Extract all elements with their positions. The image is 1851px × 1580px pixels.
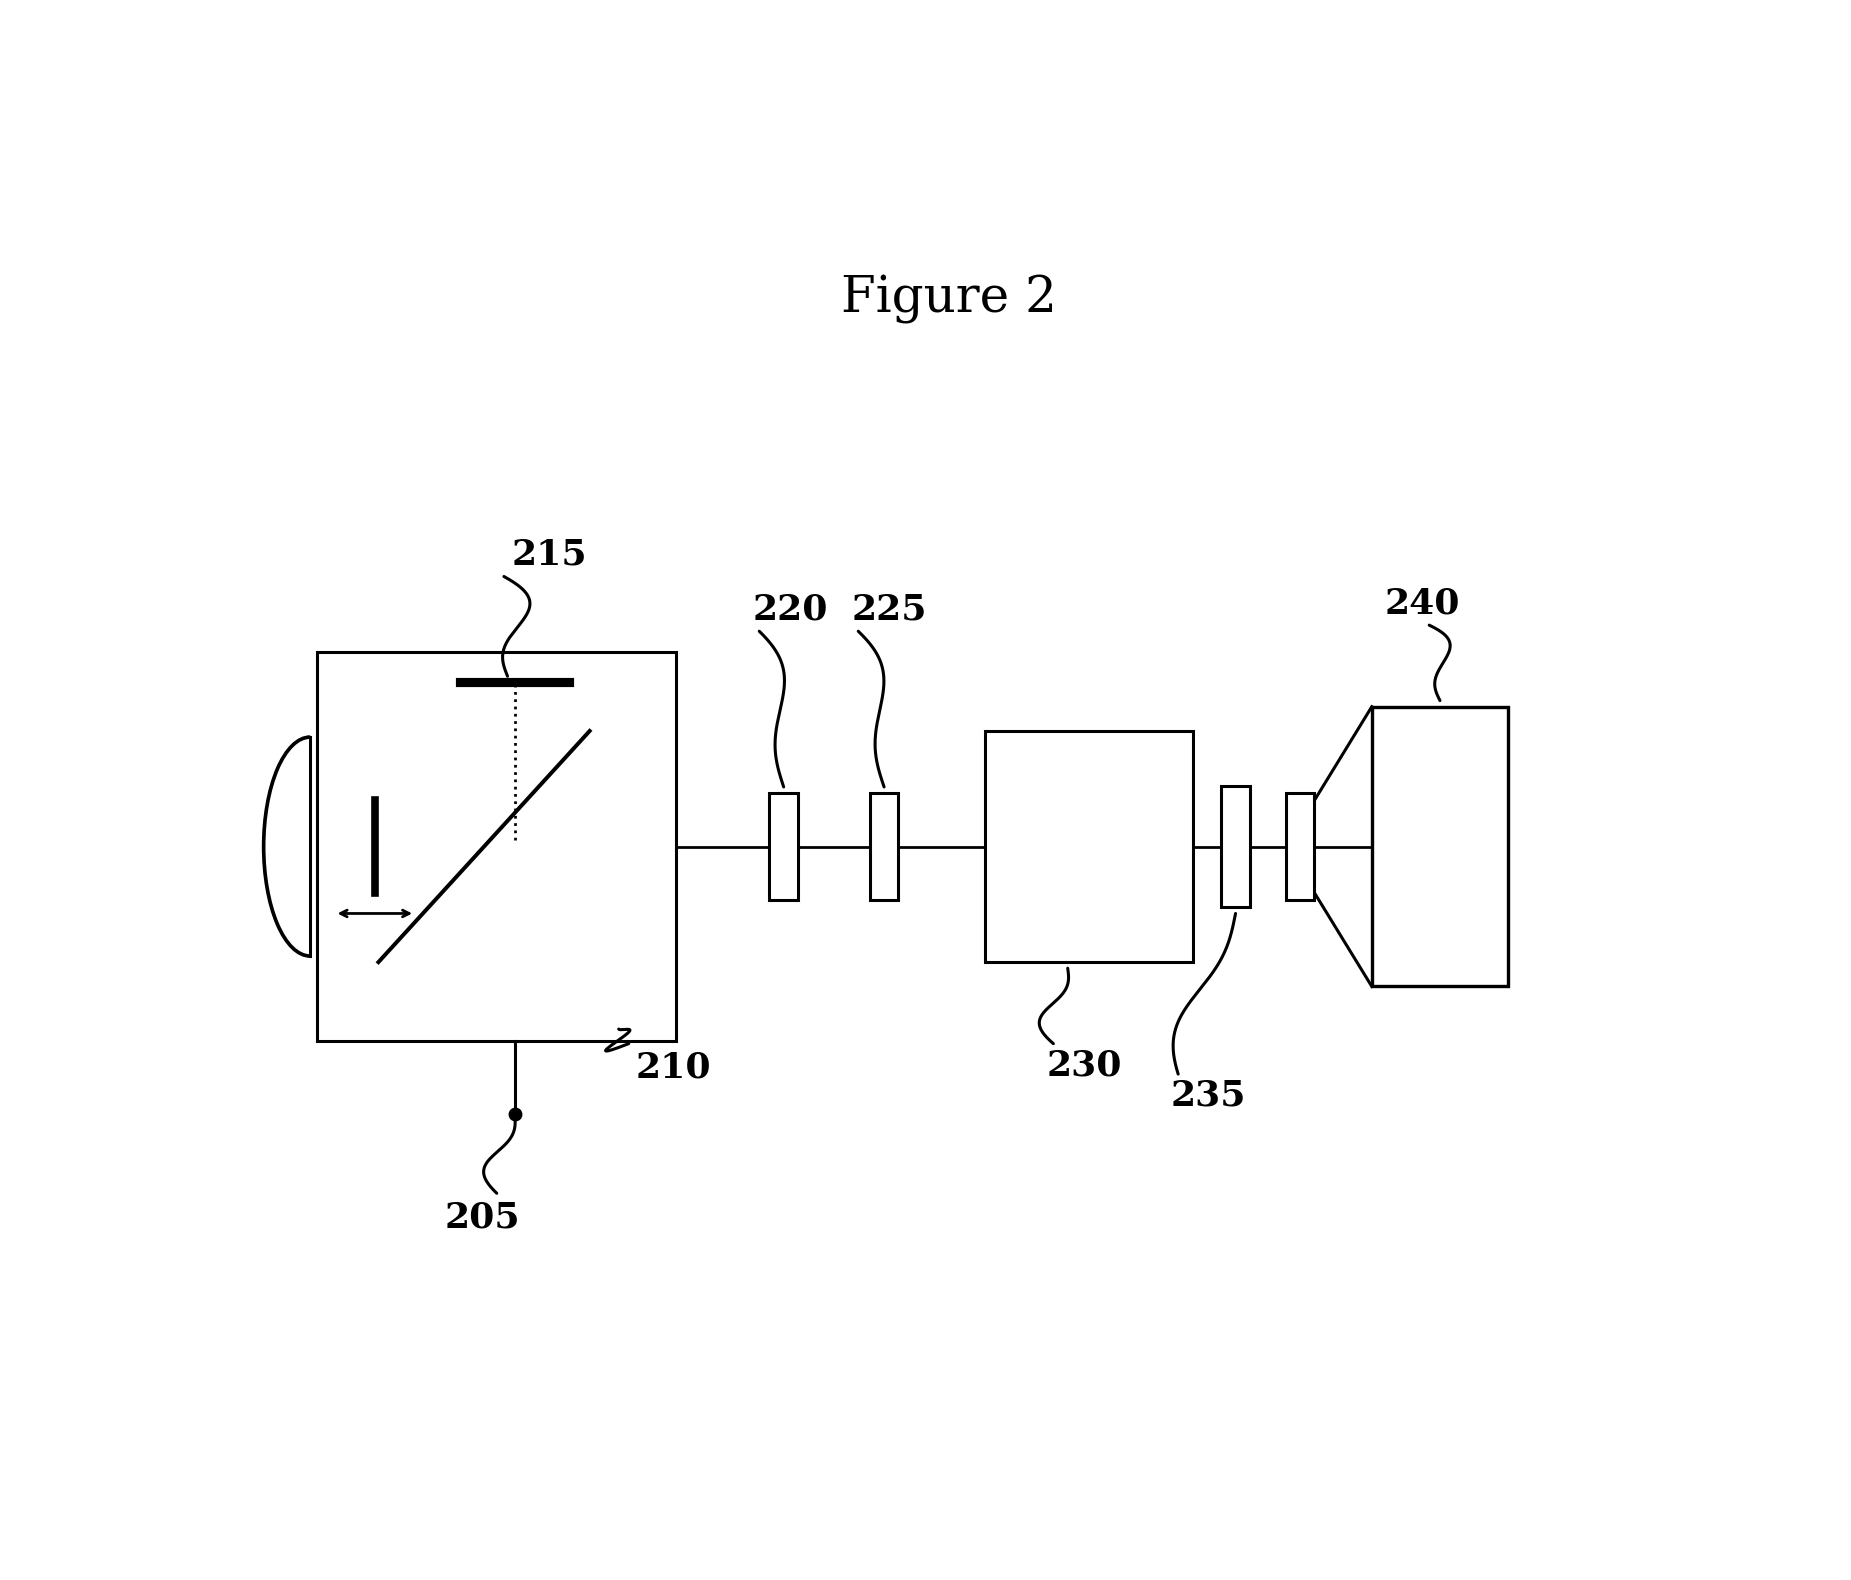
Text: 205: 205 (444, 1201, 520, 1234)
Text: 230: 230 (1046, 1049, 1122, 1082)
Bar (1372, 706, 1509, 986)
Text: 210: 210 (637, 1051, 711, 1085)
Bar (1286, 793, 1314, 901)
Text: 225: 225 (851, 592, 927, 626)
Text: 235: 235 (1172, 1079, 1246, 1112)
Bar (985, 732, 1192, 962)
Text: 240: 240 (1385, 586, 1460, 621)
Text: Figure 2: Figure 2 (840, 275, 1057, 324)
Bar (318, 653, 676, 1041)
Text: 215: 215 (511, 537, 587, 572)
Bar (770, 793, 798, 901)
Bar (1222, 785, 1249, 907)
Text: 220: 220 (752, 592, 827, 626)
Bar (870, 793, 898, 901)
